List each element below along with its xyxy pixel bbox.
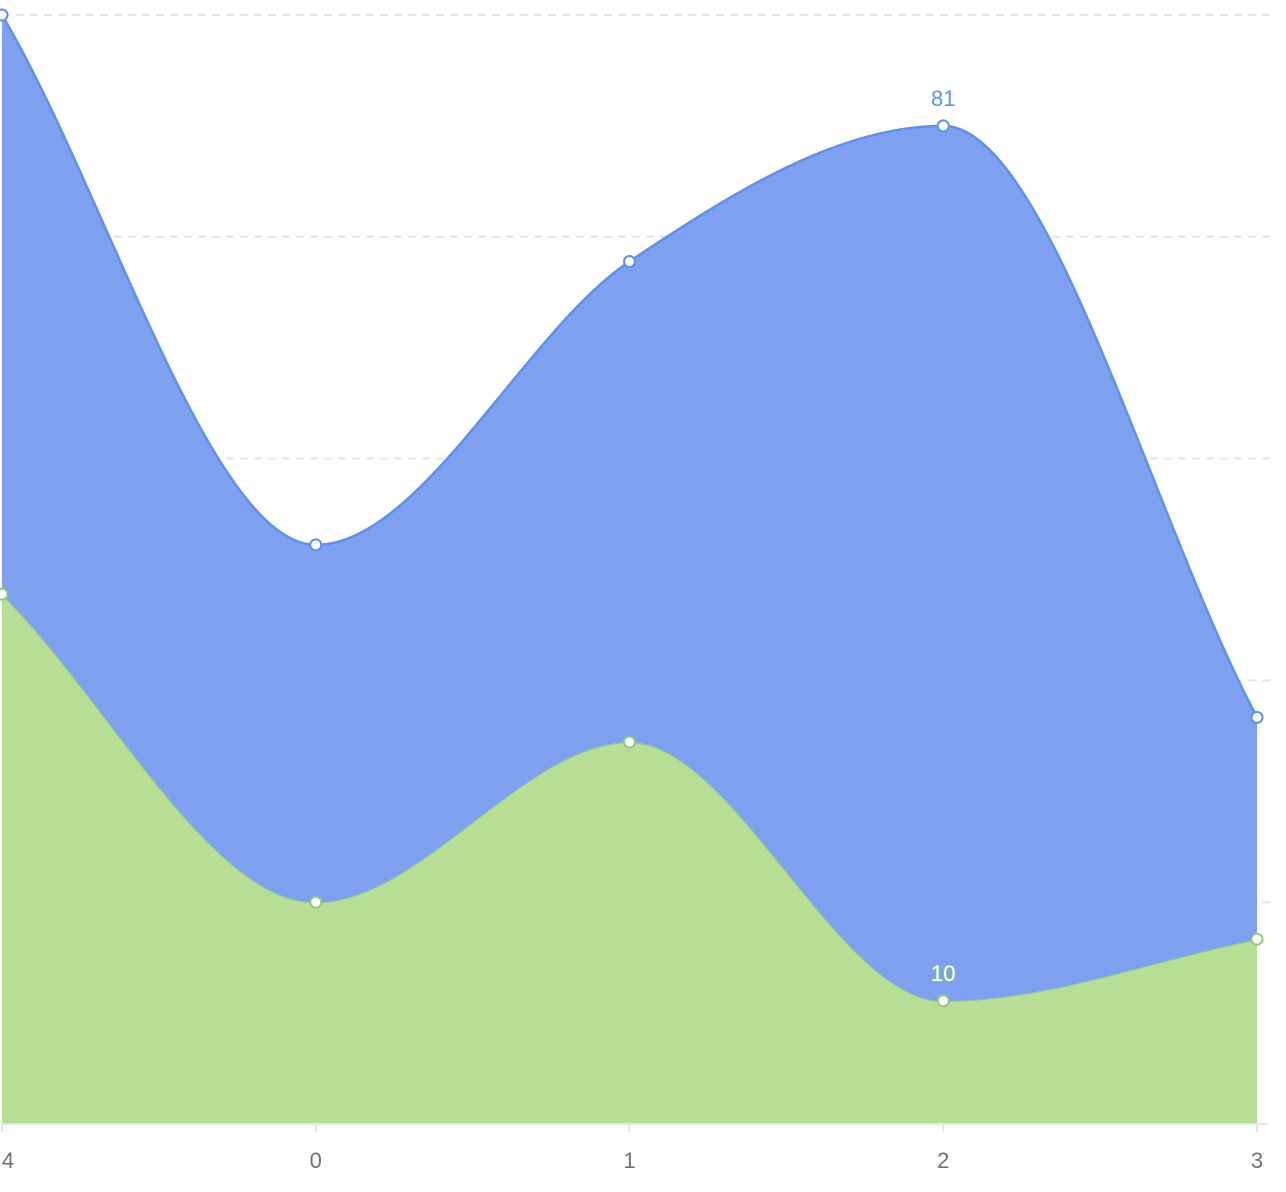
series-2-point — [0, 8, 9, 22]
series-1-area — [2, 594, 1257, 1124]
data-labels: 10 81 — [930, 86, 956, 986]
series-1-point — [0, 587, 9, 601]
series-2-point — [936, 119, 950, 133]
series-areas — [0, 14, 1259, 1124]
series-1-point — [1250, 932, 1264, 946]
series-2-point — [309, 538, 323, 552]
series-2-point — [623, 254, 636, 268]
series-1-point — [309, 895, 323, 909]
series-points — [0, 8, 1264, 1008]
series-2-area — [2, 15, 1257, 1001]
series-1-data-label: 10 — [931, 961, 955, 986]
x-tick-label: 2 — [937, 1148, 949, 1173]
x-axis: 4 0 1 2 3 — [1, 1123, 1268, 1173]
x-tick-label: 1 — [623, 1148, 635, 1173]
x-tick-label: 0 — [310, 1148, 322, 1173]
series-1-point — [936, 994, 950, 1008]
x-tick-label: 3 — [1251, 1148, 1263, 1173]
series-2-data-label: 81 — [931, 86, 955, 111]
x-tick-label: 4 — [2, 1148, 14, 1173]
series-1-point — [623, 735, 636, 749]
series-2-point — [1250, 710, 1264, 724]
